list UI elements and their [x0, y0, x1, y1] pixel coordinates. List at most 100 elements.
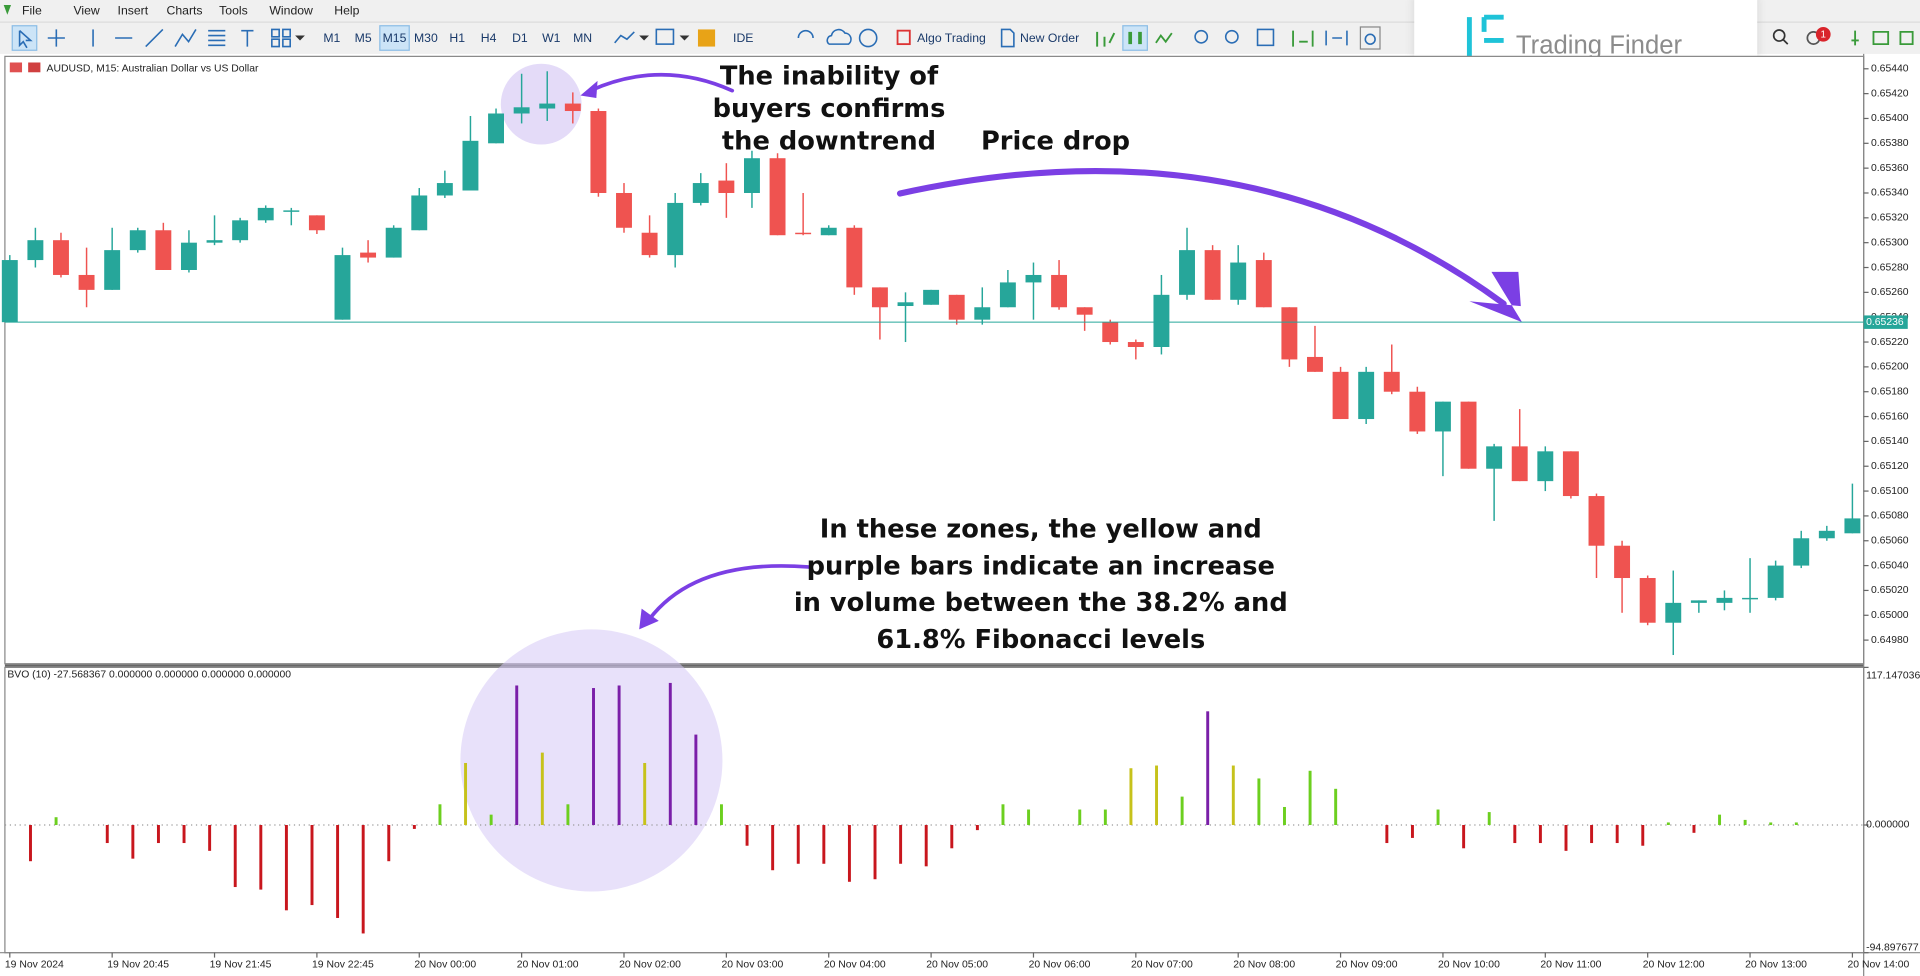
y-tick-label: 0.65040 [1871, 560, 1909, 571]
indicator-title: BVO (10) -27.568367 0.000000 0.000000 0.… [7, 669, 291, 680]
candle-body [1742, 597, 1758, 600]
candle-body [718, 180, 735, 193]
arrow-head [1469, 271, 1523, 323]
x-tick-label: 20 Nov 10:00 [1438, 960, 1500, 971]
candle-body [744, 158, 760, 193]
volume-bar [1001, 804, 1005, 826]
toolbar-button[interactable]: IDE [733, 31, 753, 45]
menu-item[interactable]: Tools [219, 3, 248, 17]
x-tick-label: 20 Nov 11:00 [1540, 960, 1601, 971]
timeframe-button[interactable]: H1 [449, 31, 465, 45]
candle-body [1332, 371, 1349, 420]
candle-body [1358, 371, 1375, 420]
timeframe-button[interactable]: M1 [323, 31, 340, 45]
candle-body [1409, 391, 1426, 432]
menu-item[interactable]: File [22, 3, 42, 17]
candle-body [257, 207, 274, 221]
candle-body [923, 289, 940, 305]
y-tick-label: 0.000000 [1866, 820, 1910, 831]
timeframe-button[interactable]: W1 [542, 31, 561, 45]
menu-item[interactable]: View [73, 3, 99, 17]
volume-bar [412, 825, 416, 829]
volume-bar [1283, 806, 1286, 826]
timeframe-button[interactable]: M5 [355, 31, 372, 45]
candle-body [283, 210, 300, 212]
candle-body [897, 302, 914, 307]
candle-body [1307, 356, 1323, 372]
volume-bar [950, 825, 954, 849]
x-tick-label: 20 Nov 04:00 [824, 960, 886, 971]
y-tick-label: 0.65000 [1871, 610, 1909, 621]
candle-body [1076, 307, 1093, 315]
candle-body [1844, 518, 1861, 534]
arrow-head [580, 80, 598, 98]
volume-bar [1257, 778, 1261, 826]
toolbar-icons [11, 25, 1914, 51]
x-tick-label: 19 Nov 2024 [5, 960, 64, 971]
y-tick-label: 0.65400 [1871, 113, 1909, 124]
toolbar-button[interactable]: Algo Trading [917, 31, 986, 45]
candle-body [360, 252, 377, 258]
x-tick-label: 19 Nov 21:45 [210, 960, 272, 971]
candle-body [641, 232, 658, 256]
candle-body [795, 232, 812, 235]
indicator-frame [4, 666, 1865, 954]
logo-text: Trading Finder [1516, 31, 1683, 59]
x-tick-label: 20 Nov 12:00 [1643, 960, 1705, 971]
candle-body [1051, 274, 1068, 308]
timeframe-button[interactable]: M15 [383, 31, 407, 45]
candle-body [769, 158, 786, 236]
timeframe-button[interactable]: M30 [414, 31, 438, 45]
timeframe-button[interactable]: MN [573, 31, 592, 45]
volume-bar [1103, 809, 1107, 826]
candle-body [1025, 274, 1042, 283]
candle-body [1818, 530, 1835, 539]
volume-bar [1487, 812, 1491, 826]
volume-bar [899, 825, 903, 864]
candle-body [129, 230, 146, 251]
menu-item[interactable]: Charts [167, 3, 203, 17]
menu-item[interactable]: Insert [118, 3, 149, 17]
y-tick-label: 0.65140 [1871, 436, 1909, 447]
candle-body [78, 274, 95, 290]
volume-bar [1385, 825, 1389, 844]
volume-bar [515, 685, 519, 826]
annotation-text: buyers confirms [713, 94, 946, 124]
volume-bar [540, 752, 544, 826]
y-tick-label: 0.65420 [1871, 88, 1909, 99]
candle-body [1562, 451, 1579, 497]
candle-body [180, 242, 197, 270]
symbol-icon [28, 62, 41, 73]
annotation-text: The inability of [720, 62, 939, 92]
volume-bar [489, 814, 493, 826]
candle-body [616, 192, 632, 228]
y-tick-label: 0.65280 [1871, 262, 1909, 273]
volume-bar [361, 825, 365, 934]
x-tick-label: 20 Nov 00:00 [414, 960, 476, 971]
volume-bar [617, 685, 621, 826]
candle-body [1434, 401, 1451, 432]
menu-item[interactable]: Window [269, 3, 313, 17]
volume-bar [1027, 809, 1031, 826]
current-price-label: 0.65236 [1866, 317, 1904, 328]
candle-body [1230, 262, 1247, 300]
menu-item[interactable]: Help [334, 3, 359, 17]
candle-body [1460, 401, 1477, 469]
volume-bar [233, 825, 237, 888]
candle-body [539, 103, 556, 109]
timeframe-button[interactable]: D1 [512, 31, 528, 45]
candle-body [1588, 496, 1605, 546]
main-chart-title: AUDUSD, M15: Australian Dollar vs US Dol… [47, 63, 259, 74]
volume-bar [1436, 809, 1440, 826]
current-price-box [1863, 315, 1908, 329]
candle-body [513, 107, 530, 114]
toolbar-button[interactable]: New Order [1020, 31, 1079, 45]
timeframe-button[interactable]: H4 [481, 31, 497, 45]
x-tick-label: 20 Nov 13:00 [1745, 960, 1807, 971]
candle-body [820, 227, 837, 236]
volume-bar [1641, 825, 1645, 846]
volume-bar [1231, 765, 1235, 826]
x-tick-label: 20 Nov 01:00 [517, 960, 579, 971]
y-tick-label: 0.65340 [1871, 188, 1909, 199]
volume-bar [566, 804, 570, 826]
